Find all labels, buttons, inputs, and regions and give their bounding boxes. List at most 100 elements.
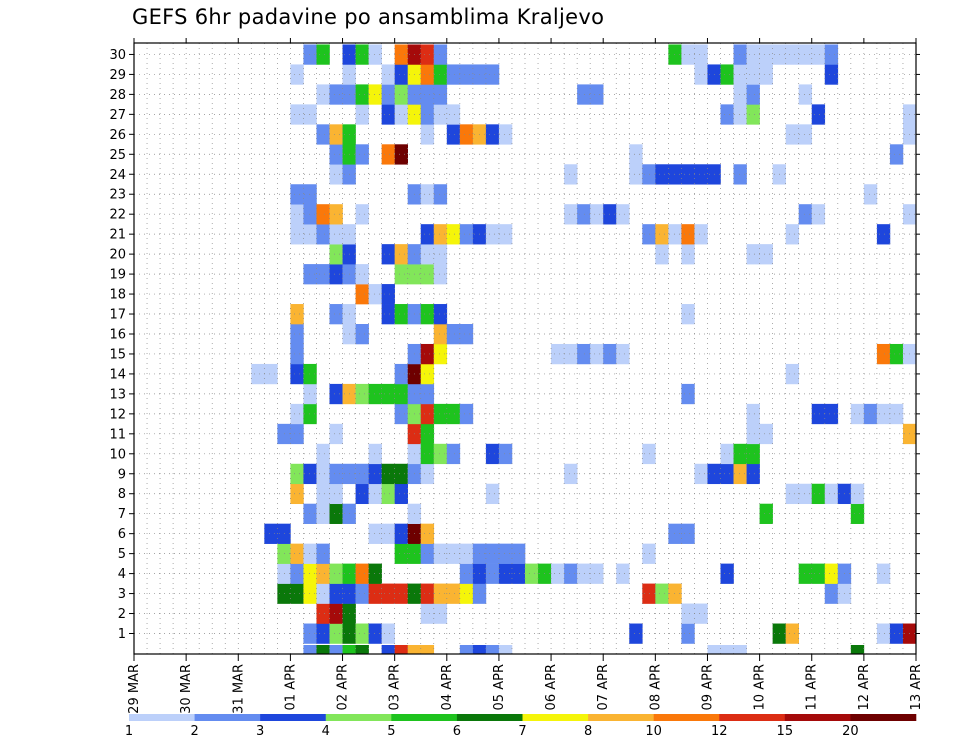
heatmap-cell (694, 463, 708, 485)
heatmap-cell (355, 563, 369, 584)
x-tick-label: 02 APR (336, 664, 351, 710)
x-tick-label: 08 APR (648, 664, 663, 710)
heatmap-cell (394, 403, 408, 425)
x-tick-label: 12 APR (857, 664, 872, 710)
heatmap-cell (681, 523, 695, 544)
heatmap-cell (355, 324, 369, 345)
heatmap-cell (759, 423, 773, 445)
heatmap-cell (498, 443, 513, 465)
heatmap-cell (446, 104, 461, 125)
heatmap-cell (759, 244, 773, 265)
heatmap-cell (381, 383, 395, 405)
heatmap-cell (303, 403, 317, 425)
heatmap-cell (303, 264, 317, 285)
heatmap-cell (681, 224, 695, 245)
heatmap-cell (746, 64, 760, 85)
heatmap-cell (394, 44, 408, 65)
heatmap-cell (446, 64, 461, 85)
heatmap-cell (694, 603, 708, 624)
heatmap-cell (316, 645, 330, 655)
colorbar-label: 15 (777, 724, 794, 739)
colorbar-swatch (194, 714, 261, 721)
heatmap-cell (733, 164, 747, 185)
heatmap-cell (394, 264, 408, 285)
heatmap-cell (668, 523, 682, 544)
heatmap-cell (368, 623, 382, 644)
colorbar-label: 1 (125, 724, 133, 739)
heatmap-cell (394, 523, 408, 544)
heatmap-cell (355, 264, 369, 285)
heatmap-cell (876, 403, 891, 425)
heatmap-cell (616, 563, 630, 584)
heatmap-cell (681, 603, 695, 624)
heatmap-cell (329, 603, 343, 624)
heatmap-cell (316, 563, 330, 584)
heatmap-cell (642, 543, 656, 564)
heatmap-cell (577, 343, 591, 365)
heatmap-cell (381, 144, 395, 165)
heatmap-cell (329, 583, 343, 604)
heatmap-cell (642, 224, 656, 245)
heatmap-cell (290, 204, 304, 225)
y-tick-label: 13 (109, 387, 126, 402)
heatmap-cell (407, 645, 422, 655)
heatmap-cell (394, 64, 408, 85)
heatmap-cell (316, 623, 330, 644)
heatmap-cell (811, 483, 826, 505)
heatmap-cell (681, 383, 695, 405)
heatmap-cell (433, 443, 448, 465)
heatmap-cell (316, 543, 330, 564)
heatmap-cell (746, 44, 760, 65)
heatmap-cell (459, 64, 474, 85)
heatmap-cell (290, 343, 304, 365)
heatmap-cell (876, 623, 891, 644)
heatmap-cell (355, 483, 369, 505)
heatmap-cell (420, 64, 435, 85)
heatmap-cell (485, 563, 500, 584)
heatmap-cell (681, 164, 695, 185)
heatmap-cell (511, 543, 526, 564)
y-tick-label: 5 (118, 547, 126, 562)
heatmap-cell (798, 483, 813, 505)
heatmap-cell (863, 403, 878, 425)
heatmap-cell (420, 264, 435, 285)
heatmap-cell (394, 104, 408, 125)
heatmap-cell (824, 583, 839, 604)
heatmap-cell (746, 104, 760, 125)
heatmap-cell (394, 304, 408, 325)
colorbar-label: 8 (584, 724, 592, 739)
heatmap-cell (420, 124, 435, 145)
heatmap-cell (433, 104, 448, 125)
heatmap-cell (290, 304, 304, 325)
colorbar-swatch (653, 714, 720, 721)
heatmap-cell (329, 144, 343, 165)
heatmap-cell (759, 503, 773, 524)
heatmap-cell (720, 645, 734, 655)
heatmap-cell (394, 483, 408, 505)
colorbar-swatch (325, 714, 392, 721)
y-tick-label: 18 (109, 288, 126, 303)
heatmap-cell (733, 104, 747, 125)
heatmap-cell (564, 343, 578, 365)
heatmap-cell (368, 443, 382, 465)
heatmap-cell (564, 164, 578, 185)
heatmap-cell (720, 443, 734, 465)
heatmap-cell (316, 503, 330, 524)
x-tick-label: 01 APR (283, 664, 298, 710)
y-tick-label: 23 (109, 188, 126, 203)
colorbar-swatch (129, 714, 195, 721)
x-tick-label: 13 APR (909, 664, 924, 710)
colorbar-swatch (522, 714, 589, 721)
colorbar-label: 10 (645, 724, 662, 739)
heatmap-cell (616, 204, 630, 225)
heatmap-cell (694, 44, 708, 65)
heatmap-cell (459, 324, 474, 345)
heatmap-cell (668, 583, 682, 604)
heatmap-cell (824, 64, 839, 85)
heatmap-cell (290, 423, 304, 445)
heatmap-cell (329, 383, 343, 405)
heatmap-cell (329, 264, 343, 285)
heatmap-cell (446, 443, 461, 465)
heatmap-cell (316, 483, 330, 505)
heatmap-cell (498, 563, 513, 584)
